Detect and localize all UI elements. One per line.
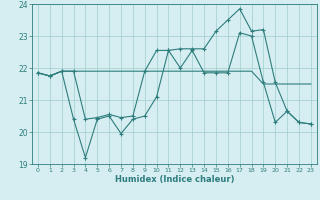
X-axis label: Humidex (Indice chaleur): Humidex (Indice chaleur) [115, 175, 234, 184]
